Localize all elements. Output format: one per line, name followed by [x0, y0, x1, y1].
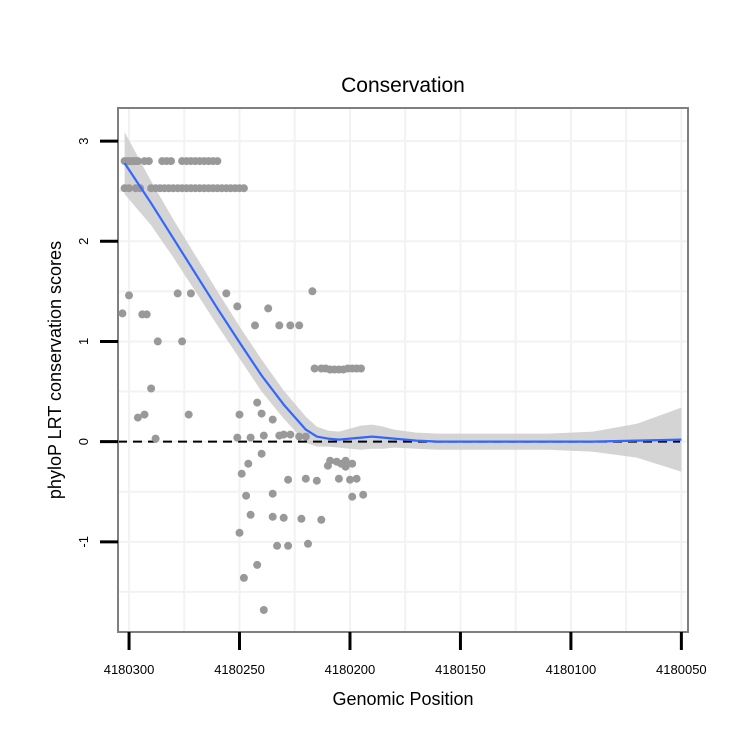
data-point: [239, 573, 248, 582]
data-point: [125, 184, 133, 193]
data-point: [133, 413, 142, 422]
data-point: [142, 310, 151, 319]
data-point: [257, 449, 266, 458]
data-point: [317, 515, 326, 524]
y-tick-label: 3: [76, 137, 91, 144]
data-point: [348, 459, 357, 468]
data-point: [268, 415, 277, 424]
x-tick-label: 4180100: [546, 662, 597, 677]
data-point: [244, 459, 253, 468]
data-point: [275, 321, 284, 330]
x-tick-label: 4180300: [104, 662, 155, 677]
data-point: [357, 364, 365, 373]
data-point: [251, 321, 259, 330]
data-point: [301, 432, 310, 441]
data-point: [235, 410, 244, 419]
data-point: [153, 337, 162, 346]
data-point: [268, 512, 277, 521]
data-point: [295, 321, 304, 330]
data-point: [133, 157, 142, 166]
data-point: [239, 184, 248, 193]
data-point: [334, 474, 343, 483]
x-axis: 4180300 4180250 4180200 4180150 4180100 41800…: [104, 632, 707, 677]
data-point: [310, 364, 319, 373]
data-point: [233, 302, 242, 311]
y-tick-label: -1: [76, 536, 91, 548]
data-point: [242, 491, 251, 500]
data-point: [222, 289, 231, 298]
data-point: [286, 430, 295, 439]
x-tick-label: 4180250: [214, 662, 265, 677]
data-point: [346, 475, 354, 484]
x-axis-title: Genomic Position: [332, 689, 473, 709]
data-point: [286, 321, 295, 330]
data-point: [184, 410, 193, 419]
data-point: [151, 434, 160, 443]
data-point: [295, 432, 304, 441]
data-point: [304, 539, 312, 548]
data-point: [312, 476, 321, 485]
x-tick-label: 4180200: [325, 662, 376, 677]
data-points-layer: [118, 157, 368, 614]
confidence-band: [124, 132, 682, 472]
data-point: [359, 490, 368, 499]
data-point: [279, 513, 288, 522]
data-point: [253, 398, 262, 407]
data-point: [284, 475, 293, 484]
smooth-line: [123, 162, 682, 443]
data-point: [279, 430, 288, 439]
data-point: [264, 304, 273, 313]
data-point: [237, 469, 246, 478]
data-point: [246, 433, 255, 442]
chart-title: Conservation: [341, 74, 465, 97]
x-tick-label: 4180150: [435, 662, 486, 677]
data-point: [178, 337, 187, 346]
data-point: [213, 157, 222, 166]
data-point: [235, 528, 244, 537]
plot-border: [117, 107, 689, 633]
data-point: [167, 157, 175, 166]
data-point: [233, 433, 242, 442]
data-point: [125, 291, 133, 300]
data-point: [259, 606, 268, 614]
data-point: [341, 456, 350, 465]
y-tick-label: 2: [76, 238, 91, 245]
data-point: [284, 541, 293, 550]
data-point: [186, 289, 195, 298]
data-point: [297, 514, 306, 523]
data-point: [348, 492, 357, 501]
data-point: [147, 384, 156, 393]
y-tick-label: 1: [76, 338, 91, 345]
data-point: [257, 409, 266, 418]
smooth-line-layer: [123, 162, 682, 443]
data-point: [140, 410, 149, 419]
data-point: [352, 474, 361, 483]
data-point: [246, 510, 255, 519]
y-axis: -1 0 1 2 3: [76, 137, 118, 548]
data-point: [173, 289, 182, 298]
data-point: [308, 287, 317, 296]
data-point: [341, 462, 350, 471]
confidence-band-layer: [124, 132, 682, 472]
data-point: [301, 474, 310, 483]
data-point: [144, 157, 153, 166]
y-tick-label: 0: [76, 438, 91, 445]
data-point: [259, 431, 268, 440]
y-axis-title: phyloP LRT conservation scores: [45, 241, 65, 499]
data-point: [253, 560, 262, 569]
x-tick-label: 4180050: [656, 662, 707, 677]
data-point: [273, 541, 282, 550]
data-point: [118, 309, 127, 318]
data-point: [268, 489, 277, 498]
data-point: [326, 456, 335, 465]
